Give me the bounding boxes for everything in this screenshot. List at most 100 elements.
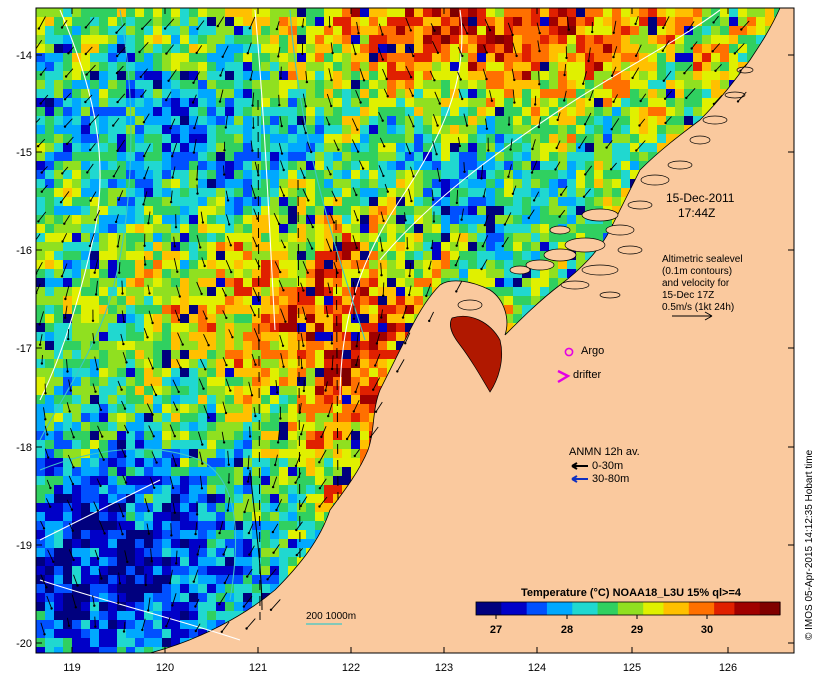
velocity-arrow-head [280, 124, 283, 128]
velocity-arrow-head [281, 344, 285, 347]
velocity-arrow [584, 112, 592, 125]
velocity-arrow [611, 118, 620, 130]
velocity-arrow-head [591, 30, 594, 34]
velocity-arrow-head [59, 201, 63, 204]
velocity-arrow-head [554, 168, 557, 171]
velocity-arrow-head [712, 102, 716, 106]
velocity-arrow [346, 429, 354, 440]
velocity-arrow-head [248, 435, 252, 438]
velocity-arrow [396, 359, 405, 372]
velocity-arrow-head [144, 263, 147, 266]
velocity-arrow [272, 476, 278, 488]
velocity-arrow-head [253, 314, 256, 317]
velocity-arrow [305, 71, 308, 83]
velocity-arrow-head [610, 128, 613, 131]
island [509, 265, 531, 275]
velocity-arrow-head [381, 119, 384, 122]
velocity-arrow [484, 214, 489, 226]
velocity-arrow [248, 523, 254, 534]
velocity-arrow-head [455, 201, 459, 205]
velocity-arrow-head [356, 128, 359, 131]
velocity-arrow [712, 43, 721, 52]
velocity-arrow-head [40, 362, 44, 365]
velocity-arrow [195, 522, 198, 535]
velocity-arrow-head [122, 342, 125, 346]
velocity-arrow-head [330, 342, 334, 345]
velocity-arrow-head [532, 199, 536, 202]
velocity-arrow [225, 378, 231, 391]
velocity-arrow [244, 498, 250, 513]
velocity-arrow [98, 520, 106, 534]
velocity-arrow [226, 235, 232, 246]
velocity-arrows [36, 15, 750, 636]
velocity-arrow [380, 211, 385, 222]
velocity-arrow-head [739, 69, 742, 73]
velocity-arrow-head [329, 173, 332, 176]
velocity-arrow-head [116, 54, 119, 58]
colorbar-swatch [521, 602, 528, 615]
velocity-arrow [358, 160, 364, 169]
velocity-arrow [353, 281, 356, 295]
velocity-arrow [737, 91, 747, 102]
velocity-arrow [118, 572, 121, 584]
velocity-arrow-head [509, 148, 512, 151]
velocity-arrow-head [282, 289, 285, 292]
velocity-arrow-head [61, 240, 64, 243]
velocity-arrow [219, 592, 228, 605]
velocity-arrow [94, 356, 98, 370]
velocity-arrow-head [355, 363, 358, 367]
velocity-arrow-head [223, 173, 226, 176]
velocity-arrow-head [248, 553, 251, 556]
velocity-arrow [276, 499, 283, 511]
sealevel-contour [379, 9, 721, 261]
velocity-arrow-head [100, 577, 103, 580]
island [724, 91, 746, 99]
velocity-arrow-head [279, 417, 282, 420]
velocity-arrow-head [121, 533, 124, 536]
velocity-arrow [97, 448, 105, 460]
velocity-arrow-head [329, 291, 332, 294]
velocity-arrow-head [458, 144, 462, 148]
velocity-arrow [331, 190, 337, 201]
velocity-arrow [279, 334, 284, 346]
velocity-arrow [149, 477, 155, 488]
velocity-arrow [375, 401, 383, 413]
velocity-arrow [63, 215, 70, 224]
velocity-arrow-head [527, 216, 530, 220]
velocity-arrow-head [610, 74, 614, 78]
sealevel-contours [39, 9, 721, 641]
velocity-arrow-head [257, 174, 260, 177]
velocity-arrow [193, 116, 199, 129]
velocity-arrow-head [254, 196, 257, 200]
velocity-arrow [253, 208, 258, 219]
velocity-arrow-head [248, 27, 251, 30]
velocity-arrow [62, 233, 68, 242]
velocity-arrow-head [301, 25, 304, 28]
colorbar-swatch [633, 602, 639, 615]
velocity-arrow-head [225, 363, 228, 367]
colorbar-swatch [562, 602, 568, 615]
velocity-arrow-head [487, 149, 490, 152]
velocity-arrow-head [295, 528, 298, 532]
velocity-arrow-head [177, 318, 181, 322]
temperature-colorbar [476, 602, 781, 615]
velocity-arrow-head [192, 580, 195, 583]
velocity-arrow [325, 305, 329, 317]
velocity-arrow-head [305, 80, 309, 84]
velocity-arrow [325, 116, 330, 125]
velocity-arrow [455, 281, 462, 292]
velocity-arrow-head [86, 171, 89, 174]
velocity-arrow [40, 67, 47, 75]
velocity-arrow [117, 93, 126, 103]
velocity-arrow-head [538, 31, 541, 35]
velocity-arrow-head [455, 290, 458, 293]
velocity-arrow-head [207, 344, 210, 347]
velocity-arrow [248, 381, 253, 396]
velocity-arrow-head [530, 171, 534, 174]
velocity-arrow [378, 165, 384, 177]
velocity-arrow [174, 309, 180, 321]
velocity-arrow-head [68, 410, 71, 413]
velocity-arrow [253, 407, 256, 417]
velocity-arrow [147, 211, 151, 224]
estuary-feature [450, 316, 503, 393]
